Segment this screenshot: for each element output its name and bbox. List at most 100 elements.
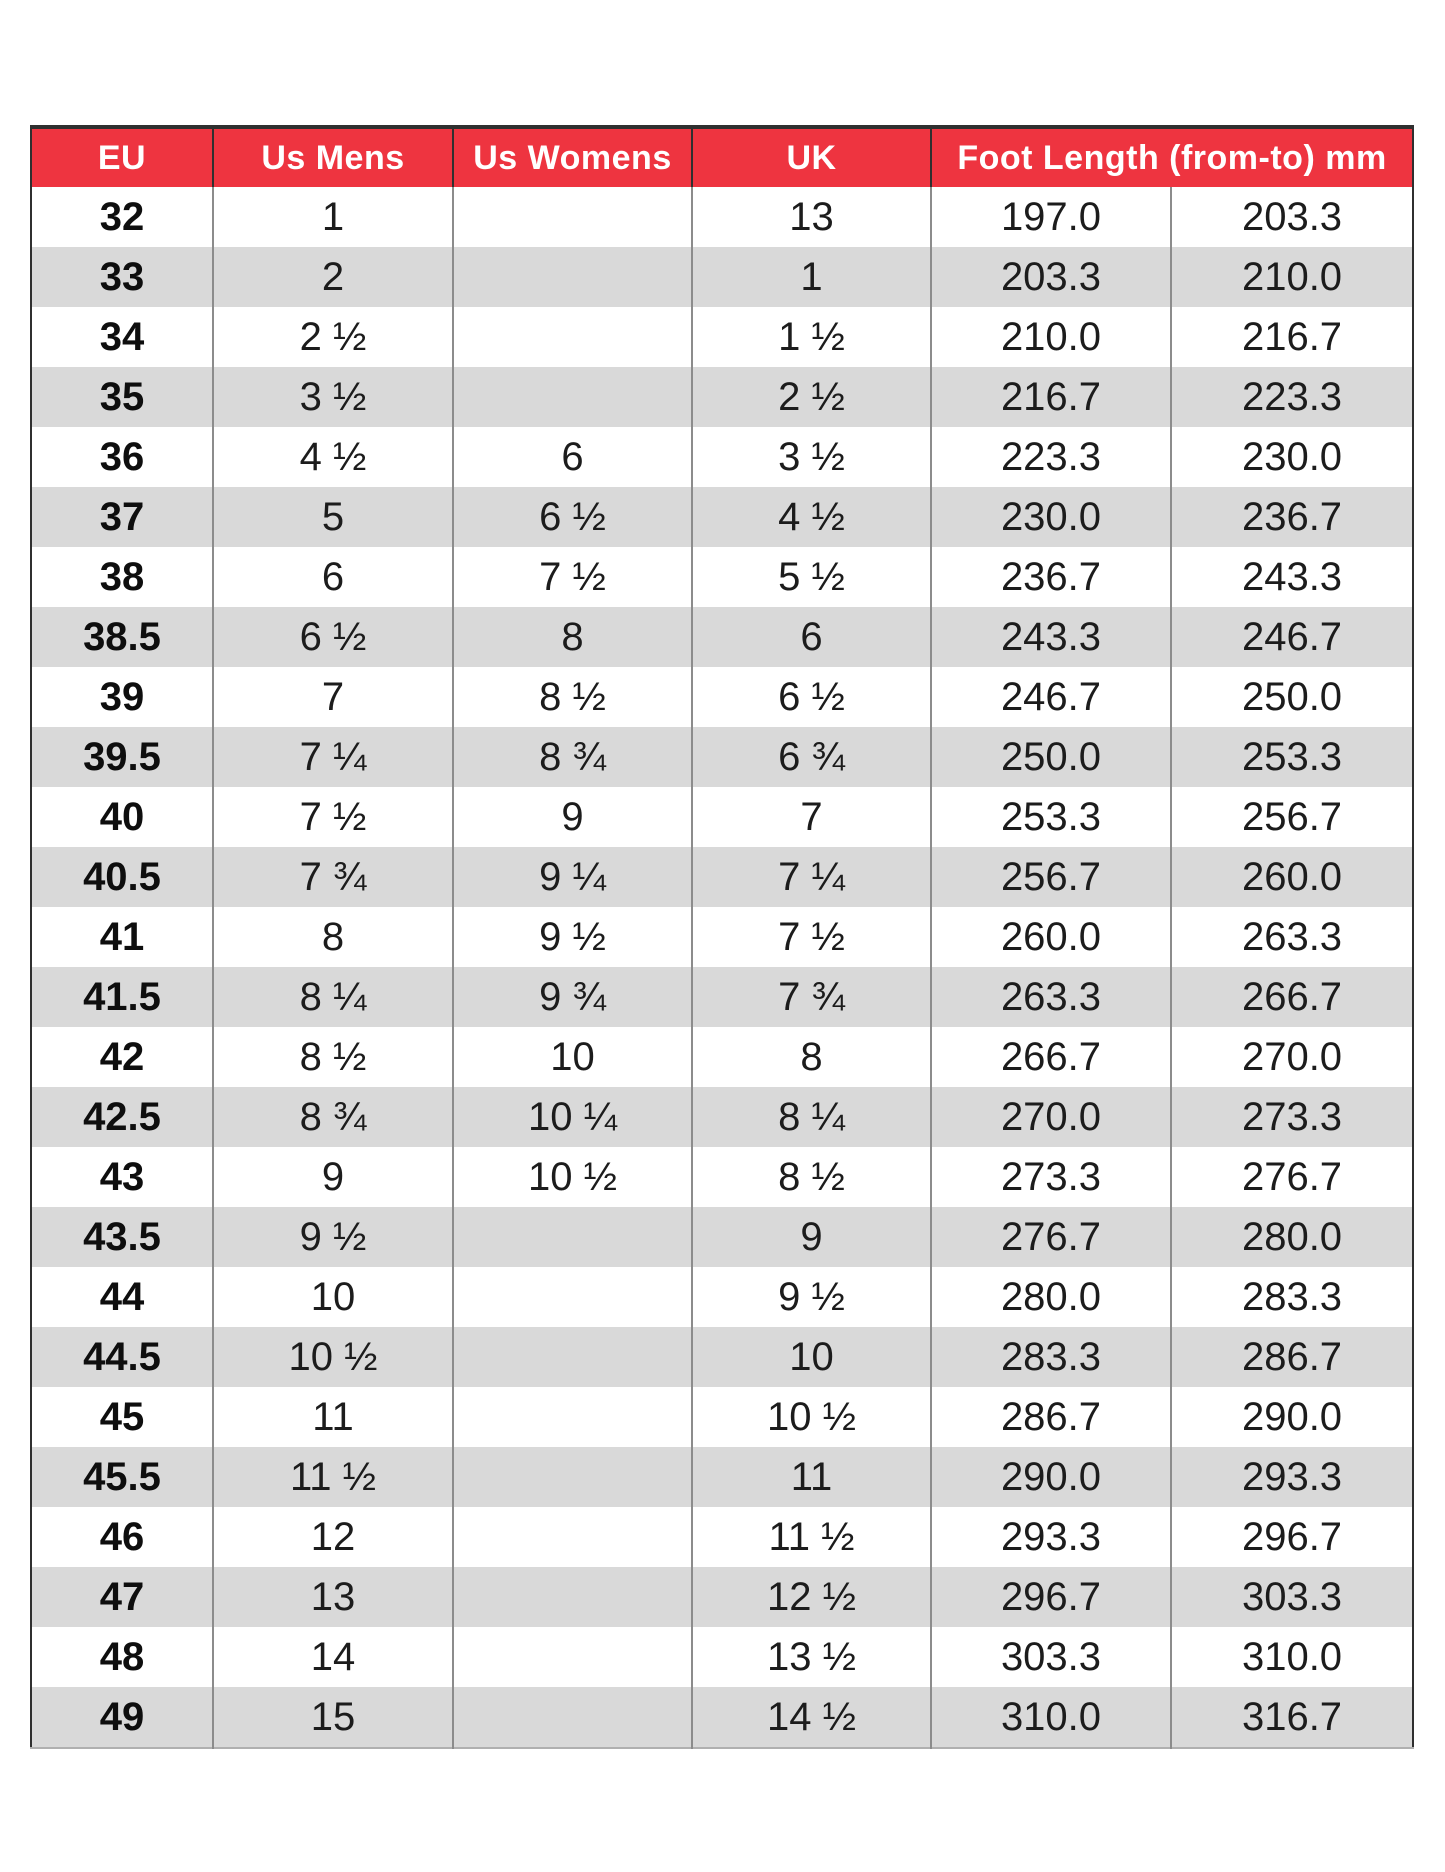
cell-us-womens: 6 ½: [453, 487, 693, 547]
cell-foot-length-from: 197.0: [931, 187, 1172, 247]
cell-foot-length-to: 310.0: [1171, 1627, 1414, 1687]
table-row: 32 1 13 197.0 203.3: [31, 187, 1414, 247]
cell-us-womens: [453, 1687, 693, 1748]
table-row: 46 12 11 ½ 293.3 296.7: [31, 1507, 1414, 1567]
table-row: 44.5 10 ½ 10 283.3 286.7: [31, 1327, 1414, 1387]
cell-foot-length-from: 280.0: [931, 1267, 1172, 1327]
cell-us-womens: [453, 367, 693, 427]
cell-foot-length-to: 203.3: [1171, 187, 1414, 247]
cell-foot-length-to: 303.3: [1171, 1567, 1414, 1627]
table-header: EU Us Mens Us Womens UK Foot Length (fro…: [31, 127, 1414, 187]
cell-eu: 37: [31, 487, 214, 547]
cell-foot-length-from: 246.7: [931, 667, 1172, 727]
col-header-uk: UK: [692, 127, 932, 187]
table-row: 45.5 11 ½ 11 290.0 293.3: [31, 1447, 1414, 1507]
cell-foot-length-from: 243.3: [931, 607, 1172, 667]
cell-us-mens: 2: [213, 247, 454, 307]
cell-eu: 35: [31, 367, 214, 427]
cell-foot-length-from: 260.0: [931, 907, 1172, 967]
cell-eu: 44.5: [31, 1327, 214, 1387]
cell-foot-length-from: 273.3: [931, 1147, 1172, 1207]
cell-us-mens: 7 ¾: [213, 847, 454, 907]
cell-us-womens: [453, 187, 693, 247]
cell-us-mens: 4 ½: [213, 427, 454, 487]
cell-foot-length-to: 266.7: [1171, 967, 1414, 1027]
cell-us-mens: 7 ¼: [213, 727, 454, 787]
cell-foot-length-to: 216.7: [1171, 307, 1414, 367]
table-row: 44 10 9 ½ 280.0 283.3: [31, 1267, 1414, 1327]
cell-foot-length-to: 246.7: [1171, 607, 1414, 667]
cell-us-mens: 9: [213, 1147, 454, 1207]
cell-foot-length-from: 256.7: [931, 847, 1172, 907]
cell-foot-length-from: 263.3: [931, 967, 1172, 1027]
cell-us-womens: 10 ½: [453, 1147, 693, 1207]
cell-us-womens: [453, 1267, 693, 1327]
table-row: 42 8 ½ 10 8 266.7 270.0: [31, 1027, 1414, 1087]
cell-us-mens: 11: [213, 1387, 454, 1447]
cell-uk: 7 ½: [692, 907, 932, 967]
cell-us-womens: [453, 1447, 693, 1507]
cell-us-mens: 13: [213, 1567, 454, 1627]
cell-us-womens: 9 ¼: [453, 847, 693, 907]
cell-uk: 4 ½: [692, 487, 932, 547]
cell-uk: 13: [692, 187, 932, 247]
cell-uk: 6 ¾: [692, 727, 932, 787]
col-header-us-mens: Us Mens: [213, 127, 454, 187]
cell-us-womens: 9 ¾: [453, 967, 693, 1027]
cell-foot-length-from: 216.7: [931, 367, 1172, 427]
cell-us-mens: 14: [213, 1627, 454, 1687]
cell-foot-length-to: 296.7: [1171, 1507, 1414, 1567]
cell-us-mens: 10: [213, 1267, 454, 1327]
cell-foot-length-from: 283.3: [931, 1327, 1172, 1387]
cell-us-mens: 8 ¾: [213, 1087, 454, 1147]
cell-foot-length-from: 266.7: [931, 1027, 1172, 1087]
cell-us-womens: [453, 1507, 693, 1567]
cell-foot-length-from: 293.3: [931, 1507, 1172, 1567]
cell-foot-length-to: 286.7: [1171, 1327, 1414, 1387]
cell-foot-length-to: 270.0: [1171, 1027, 1414, 1087]
cell-us-mens: 8 ½: [213, 1027, 454, 1087]
cell-us-mens: 8: [213, 907, 454, 967]
cell-eu: 41.5: [31, 967, 214, 1027]
cell-uk: 3 ½: [692, 427, 932, 487]
cell-uk: 12 ½: [692, 1567, 932, 1627]
cell-us-womens: [453, 307, 693, 367]
table-row: 34 2 ½ 1 ½ 210.0 216.7: [31, 307, 1414, 367]
col-header-foot-length: Foot Length (from-to) mm: [931, 127, 1414, 187]
cell-foot-length-from: 230.0: [931, 487, 1172, 547]
cell-foot-length-to: 290.0: [1171, 1387, 1414, 1447]
cell-us-womens: [453, 1387, 693, 1447]
table-row: 48 14 13 ½ 303.3 310.0: [31, 1627, 1414, 1687]
cell-us-womens: 6: [453, 427, 693, 487]
cell-eu: 42.5: [31, 1087, 214, 1147]
cell-eu: 42: [31, 1027, 214, 1087]
cell-us-womens: [453, 1327, 693, 1387]
cell-eu: 34: [31, 307, 214, 367]
cell-eu: 41: [31, 907, 214, 967]
table-row: 33 2 1 203.3 210.0: [31, 247, 1414, 307]
cell-uk: 7: [692, 787, 932, 847]
cell-foot-length-from: 250.0: [931, 727, 1172, 787]
cell-eu: 36: [31, 427, 214, 487]
cell-us-womens: [453, 1567, 693, 1627]
cell-uk: 11: [692, 1447, 932, 1507]
header-row: EU Us Mens Us Womens UK Foot Length (fro…: [31, 127, 1414, 187]
cell-uk: 10 ½: [692, 1387, 932, 1447]
cell-eu: 39.5: [31, 727, 214, 787]
table-row: 35 3 ½ 2 ½ 216.7 223.3: [31, 367, 1414, 427]
cell-us-womens: [453, 1207, 693, 1267]
cell-eu: 38: [31, 547, 214, 607]
cell-foot-length-from: 290.0: [931, 1447, 1172, 1507]
cell-uk: 6 ½: [692, 667, 932, 727]
cell-us-mens: 12: [213, 1507, 454, 1567]
cell-foot-length-to: 273.3: [1171, 1087, 1414, 1147]
cell-foot-length-from: 223.3: [931, 427, 1172, 487]
cell-foot-length-from: 303.3: [931, 1627, 1172, 1687]
table-row: 40 7 ½ 9 7 253.3 256.7: [31, 787, 1414, 847]
cell-eu: 47: [31, 1567, 214, 1627]
